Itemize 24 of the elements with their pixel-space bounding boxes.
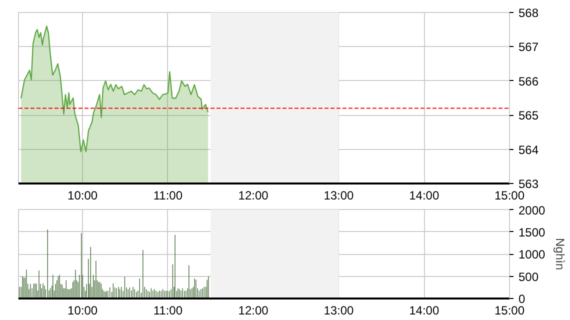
y-tick-label: 566 bbox=[518, 74, 539, 88]
y-tick-label: 567 bbox=[518, 40, 539, 54]
x-tick-label: 12:00 bbox=[238, 304, 269, 318]
y-tick-label: 0 bbox=[518, 292, 526, 306]
x-tick-label: 10:00 bbox=[68, 304, 98, 318]
x-tick-label: 11:00 bbox=[153, 304, 183, 318]
x-tick-label: 12:00 bbox=[238, 188, 269, 202]
y-tick-label: 1500 bbox=[518, 225, 546, 240]
x-tick-label: 15:00 bbox=[494, 304, 525, 318]
x-tick-label: 13:00 bbox=[324, 188, 354, 202]
y-tick-label: 1000 bbox=[518, 248, 546, 262]
x-tick-label: 15:00 bbox=[494, 188, 525, 202]
y-tick-label: 2000 bbox=[518, 204, 546, 218]
y-tick-label: 568 bbox=[518, 6, 539, 20]
x-tick-label: 14:00 bbox=[409, 188, 440, 202]
y-axis-title: Nghìn bbox=[553, 238, 568, 270]
x-tick-label: 10:00 bbox=[68, 188, 98, 202]
y-tick-label: 565 bbox=[518, 108, 539, 123]
y-tick-label: 500 bbox=[518, 270, 539, 284]
y-tick-label: 564 bbox=[518, 142, 539, 157]
y-tick-label: 563 bbox=[518, 177, 539, 191]
x-tick-label: 13:00 bbox=[324, 304, 354, 318]
x-tick-label: 14:00 bbox=[409, 304, 440, 318]
x-tick-label: 11:00 bbox=[153, 188, 183, 202]
